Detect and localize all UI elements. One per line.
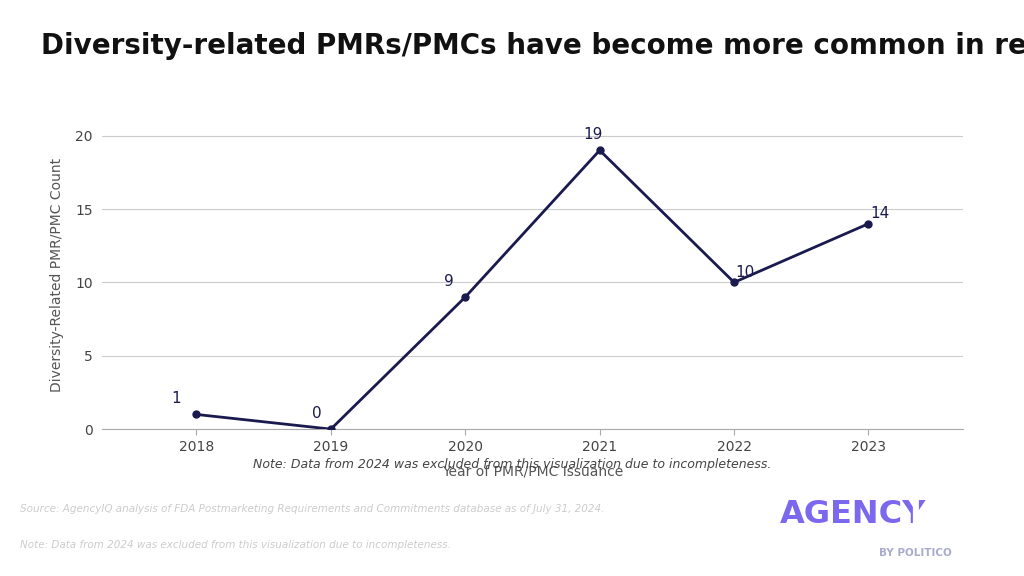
Text: IQ: IQ xyxy=(909,499,948,530)
Text: 10: 10 xyxy=(735,265,755,280)
X-axis label: Year of PMR/PMC Issuance: Year of PMR/PMC Issuance xyxy=(441,465,624,479)
Text: Diversity-related PMRs/PMCs have become more common in recent years.: Diversity-related PMRs/PMCs have become … xyxy=(41,32,1024,60)
Text: AGENCY: AGENCY xyxy=(780,499,927,530)
Text: Note: Data from 2024 was excluded from this visualization due to incompleteness.: Note: Data from 2024 was excluded from t… xyxy=(253,458,771,471)
Y-axis label: Diversity-Related PMR/PMC Count: Diversity-Related PMR/PMC Count xyxy=(50,158,63,392)
Text: 19: 19 xyxy=(583,127,602,142)
Text: Note: Data from 2024 was excluded from this visualization due to incompleteness.: Note: Data from 2024 was excluded from t… xyxy=(20,540,452,550)
Text: 14: 14 xyxy=(870,206,889,221)
Text: 0: 0 xyxy=(312,406,322,421)
Text: Source: AgencyIQ analysis of FDA Postmarketing Requirements and Commitments data: Source: AgencyIQ analysis of FDA Postmar… xyxy=(20,505,605,514)
Text: 1: 1 xyxy=(171,391,180,406)
Text: BY POLITICO: BY POLITICO xyxy=(879,548,951,559)
Text: 9: 9 xyxy=(443,274,454,289)
